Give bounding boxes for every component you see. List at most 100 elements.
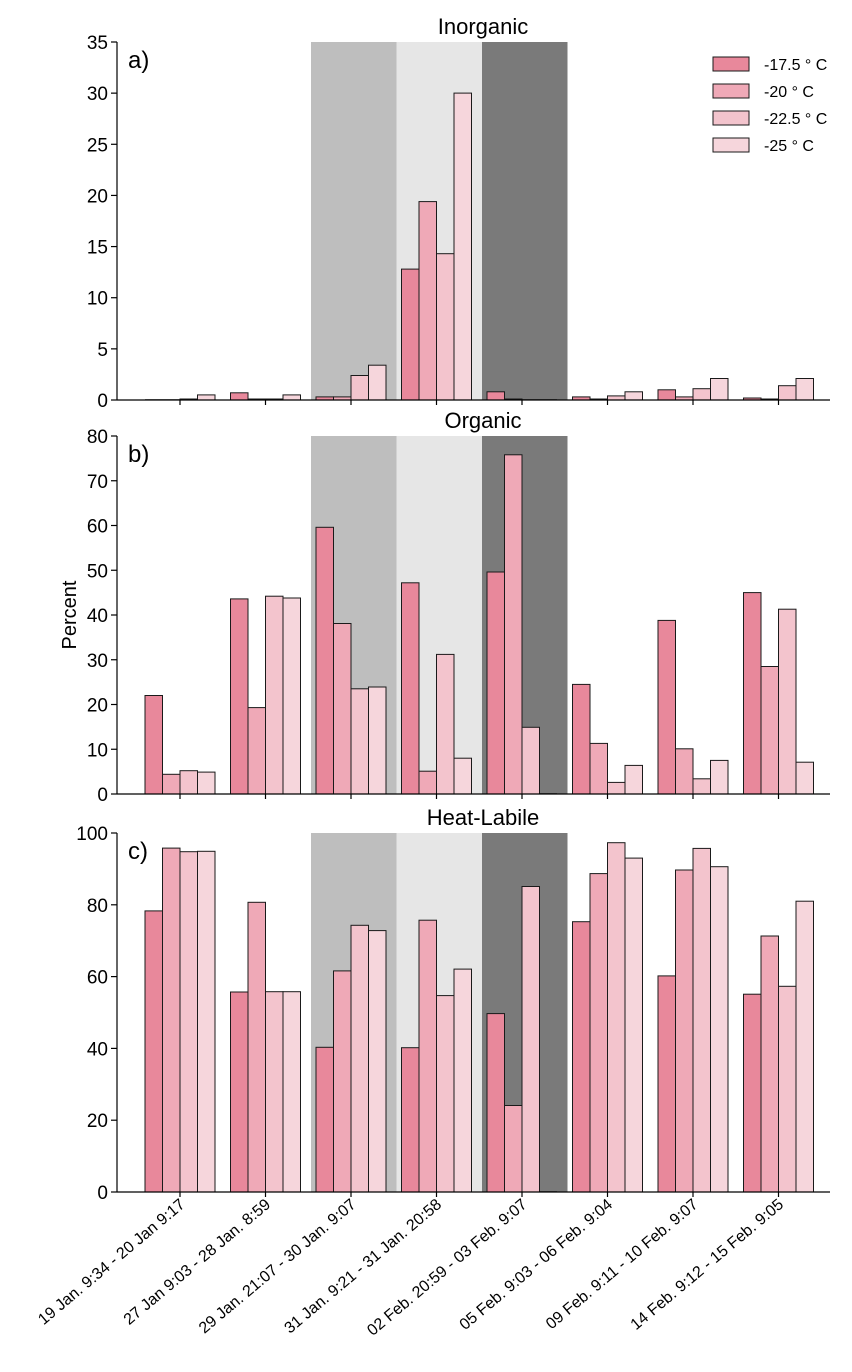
bar xyxy=(179,770,198,795)
bar xyxy=(710,866,729,1193)
bar xyxy=(795,761,814,795)
x-tick-label: 27 Jan 9:03 - 28 Jan. 8:59 xyxy=(121,1196,274,1329)
bar xyxy=(521,886,540,1193)
bar xyxy=(760,666,779,795)
bar xyxy=(315,1046,334,1193)
bar xyxy=(486,571,505,795)
bar xyxy=(778,608,797,795)
legend-label: -20 ° C xyxy=(764,84,814,101)
bar xyxy=(486,391,505,401)
bar xyxy=(418,770,437,795)
y-tick-label: 0 xyxy=(97,785,108,806)
bar xyxy=(675,748,694,795)
bar xyxy=(230,598,249,795)
bar xyxy=(144,695,163,795)
x-tick-label: 19 Jan. 9:34 - 20 Jan 9:17 xyxy=(35,1196,188,1329)
panel-letter: b) xyxy=(128,441,149,468)
x-tick-label: 29 Jan. 21:07 - 30 Jan. 9:07 xyxy=(196,1196,360,1337)
y-tick-label: 60 xyxy=(87,968,108,989)
bar xyxy=(607,395,626,401)
panel-letter: c) xyxy=(128,838,148,865)
bar xyxy=(795,900,814,1193)
bar xyxy=(453,92,472,401)
legend-swatch xyxy=(712,137,750,153)
bar xyxy=(401,268,420,401)
bar xyxy=(657,389,676,401)
bar xyxy=(230,991,249,1193)
y-tick-label: 40 xyxy=(87,1039,108,1060)
bar xyxy=(282,394,301,401)
y-tick-label: 80 xyxy=(87,896,108,917)
bar xyxy=(247,707,266,795)
y-tick-label: 15 xyxy=(87,238,108,259)
bar xyxy=(692,847,711,1193)
bar xyxy=(436,653,455,795)
panel-title: Heat-Labile xyxy=(427,805,540,830)
x-tick-label: 14 Feb. 9:12 - 15 Feb. 9:05 xyxy=(628,1196,788,1334)
bar xyxy=(675,869,694,1193)
bar xyxy=(624,857,643,1193)
bar xyxy=(504,1105,523,1193)
legend-swatch xyxy=(712,83,750,99)
bar xyxy=(589,742,608,795)
y-tick-label: 25 xyxy=(87,135,108,156)
y-tick-label: 80 xyxy=(87,427,108,448)
bar xyxy=(710,378,729,401)
bar xyxy=(401,582,420,795)
bar xyxy=(247,901,266,1193)
bar xyxy=(162,773,181,795)
y-tick-label: 0 xyxy=(97,391,108,412)
y-tick-label: 30 xyxy=(87,651,108,672)
bar xyxy=(282,597,301,795)
bar xyxy=(692,388,711,401)
legend-label: -25 ° C xyxy=(764,138,814,155)
shaded-region xyxy=(482,42,568,400)
y-tick-label: 20 xyxy=(87,1111,108,1132)
bar xyxy=(265,595,284,795)
bar xyxy=(436,995,455,1193)
y-tick-label: 70 xyxy=(87,472,108,493)
y-tick-label: 60 xyxy=(87,517,108,538)
bar xyxy=(743,592,762,795)
legend-swatch xyxy=(712,56,750,72)
bar xyxy=(521,726,540,795)
bar xyxy=(418,919,437,1193)
bar xyxy=(436,253,455,401)
bar xyxy=(179,851,198,1193)
bar xyxy=(657,619,676,795)
y-tick-label: 50 xyxy=(87,561,108,582)
legend-label: -17.5 ° C xyxy=(764,57,827,74)
bar xyxy=(162,847,181,1193)
bar xyxy=(350,688,369,795)
bar xyxy=(368,364,387,401)
panel-letter: a) xyxy=(128,47,149,74)
y-tick-label: 20 xyxy=(87,186,108,207)
bar xyxy=(710,759,729,795)
panel-title: Organic xyxy=(444,408,521,433)
bar xyxy=(230,392,249,401)
bar xyxy=(486,1013,505,1193)
bar xyxy=(624,391,643,401)
bar xyxy=(657,975,676,1193)
bar xyxy=(607,781,626,795)
y-tick-label: 30 xyxy=(87,84,108,105)
bar xyxy=(607,842,626,1193)
bar xyxy=(197,771,216,795)
bar xyxy=(197,394,216,401)
bar xyxy=(368,930,387,1193)
bar xyxy=(333,970,352,1193)
y-tick-label: 20 xyxy=(87,696,108,717)
bar xyxy=(350,375,369,401)
y-tick-label: 5 xyxy=(97,340,108,361)
y-tick-label: 35 xyxy=(87,33,108,54)
bar xyxy=(418,201,437,401)
bar xyxy=(282,991,301,1193)
bar xyxy=(265,991,284,1193)
bar xyxy=(778,385,797,401)
bar xyxy=(760,935,779,1193)
legend-label: -22.5 ° C xyxy=(764,111,827,128)
bar xyxy=(504,454,523,795)
bar xyxy=(795,378,814,401)
y-tick-label: 10 xyxy=(87,740,108,761)
